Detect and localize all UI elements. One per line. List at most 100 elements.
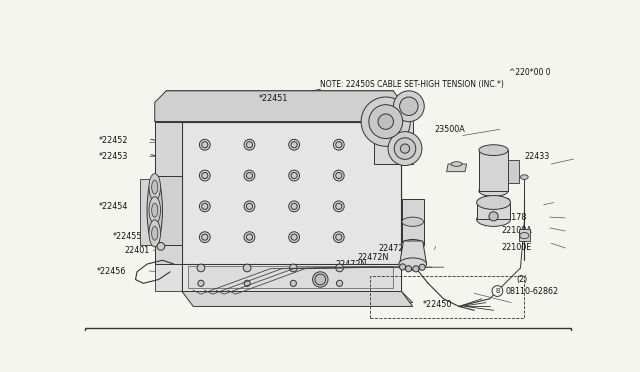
Circle shape	[291, 203, 297, 209]
Circle shape	[492, 286, 503, 296]
Circle shape	[336, 173, 342, 179]
Circle shape	[244, 140, 255, 150]
Polygon shape	[155, 122, 182, 264]
Circle shape	[244, 201, 255, 212]
Circle shape	[333, 140, 344, 150]
Polygon shape	[182, 122, 401, 291]
Circle shape	[289, 264, 297, 272]
Polygon shape	[155, 91, 401, 122]
Circle shape	[399, 97, 418, 115]
Ellipse shape	[479, 145, 508, 155]
Circle shape	[197, 264, 205, 272]
Circle shape	[361, 97, 410, 146]
Circle shape	[315, 274, 326, 285]
Circle shape	[244, 232, 255, 243]
Text: 22472Q: 22472Q	[308, 273, 340, 282]
Polygon shape	[155, 122, 182, 291]
Polygon shape	[479, 150, 508, 191]
Polygon shape	[155, 176, 182, 245]
Circle shape	[246, 203, 253, 209]
Polygon shape	[182, 291, 413, 307]
Text: (2): (2)	[516, 275, 528, 284]
Circle shape	[244, 280, 250, 286]
Polygon shape	[155, 91, 401, 122]
Circle shape	[198, 280, 204, 286]
Text: 23500A: 23500A	[435, 125, 465, 134]
Circle shape	[394, 138, 416, 159]
Circle shape	[336, 264, 344, 272]
Polygon shape	[399, 241, 427, 264]
Ellipse shape	[520, 175, 528, 179]
Polygon shape	[374, 102, 413, 164]
Text: NOTE: 22450S CABLE SET-HIGH TENSION (INC.*): NOTE: 22450S CABLE SET-HIGH TENSION (INC…	[320, 80, 504, 89]
Ellipse shape	[152, 226, 158, 240]
Circle shape	[333, 201, 344, 212]
Text: 22100E: 22100E	[501, 243, 531, 253]
Text: B: B	[495, 288, 500, 294]
Polygon shape	[182, 122, 401, 264]
Ellipse shape	[399, 258, 427, 270]
Text: 22401: 22401	[124, 246, 149, 255]
Circle shape	[401, 144, 410, 153]
Circle shape	[413, 266, 419, 272]
Text: 22178: 22178	[501, 214, 527, 222]
Circle shape	[489, 212, 498, 221]
Circle shape	[202, 203, 208, 209]
Ellipse shape	[401, 240, 424, 250]
Circle shape	[289, 170, 300, 181]
Ellipse shape	[149, 220, 161, 247]
Ellipse shape	[147, 176, 163, 245]
Circle shape	[336, 203, 342, 209]
Ellipse shape	[479, 186, 508, 196]
Text: *22452: *22452	[99, 137, 128, 145]
Polygon shape	[188, 266, 394, 288]
Text: *22455: *22455	[113, 232, 142, 241]
Ellipse shape	[520, 232, 529, 239]
Ellipse shape	[402, 217, 424, 226]
Text: ^220*00 0: ^220*00 0	[509, 68, 550, 77]
Circle shape	[337, 280, 342, 286]
Text: *22453: *22453	[99, 152, 128, 161]
Text: 22433: 22433	[524, 152, 550, 161]
Polygon shape	[477, 202, 511, 219]
Circle shape	[200, 201, 210, 212]
Circle shape	[336, 234, 342, 240]
Text: 22472N: 22472N	[378, 244, 410, 253]
Circle shape	[388, 132, 422, 166]
Text: 22100A: 22100A	[501, 227, 532, 235]
Polygon shape	[508, 160, 519, 183]
Text: 22472P: 22472P	[288, 286, 318, 295]
Circle shape	[369, 105, 403, 139]
Polygon shape	[182, 264, 401, 291]
Circle shape	[246, 234, 253, 240]
Polygon shape	[402, 199, 424, 245]
Ellipse shape	[149, 197, 161, 224]
Circle shape	[246, 142, 253, 148]
Circle shape	[333, 232, 344, 243]
Circle shape	[399, 264, 406, 270]
Ellipse shape	[152, 203, 158, 217]
Circle shape	[289, 232, 300, 243]
Text: 22179: 22179	[486, 198, 511, 207]
Circle shape	[291, 280, 296, 286]
Polygon shape	[447, 164, 467, 172]
Circle shape	[405, 266, 412, 272]
Circle shape	[419, 264, 425, 270]
Circle shape	[289, 140, 300, 150]
Circle shape	[394, 91, 424, 122]
Ellipse shape	[477, 212, 511, 226]
Circle shape	[202, 234, 208, 240]
Circle shape	[333, 170, 344, 181]
Text: *22450: *22450	[422, 301, 452, 310]
Circle shape	[291, 142, 297, 148]
Text: *22456: *22456	[97, 266, 126, 276]
Circle shape	[157, 243, 164, 250]
Text: 22472N: 22472N	[357, 253, 388, 262]
Ellipse shape	[152, 180, 158, 194]
Polygon shape	[182, 291, 413, 302]
Circle shape	[200, 232, 210, 243]
Circle shape	[291, 173, 297, 179]
Ellipse shape	[477, 196, 511, 209]
Polygon shape	[140, 179, 159, 245]
Text: *22451: *22451	[259, 94, 288, 103]
